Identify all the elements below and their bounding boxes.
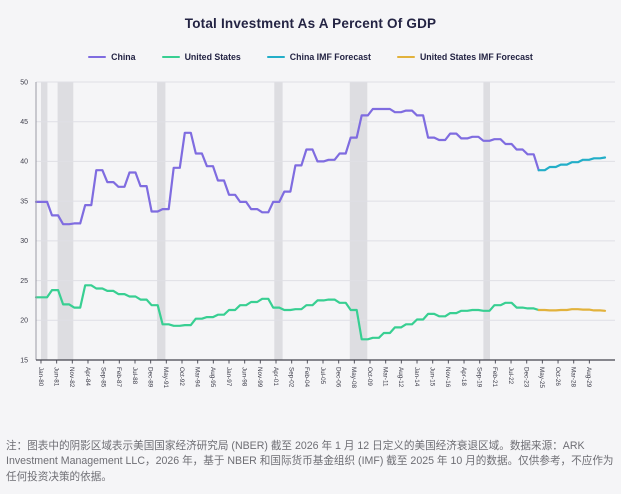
x-axis-tick-label: Aug-95: [209, 367, 216, 388]
x-axis-tick-label: Oct-09: [366, 367, 373, 386]
x-axis-tick-label: Oct-92: [178, 367, 185, 386]
recession-band: [274, 82, 283, 360]
x-axis-tick-label: Nov-16: [444, 367, 451, 388]
x-axis-tick-label: Apr-18: [460, 367, 467, 386]
x-axis-tick-label: Jul-05: [319, 367, 326, 385]
recession-band: [349, 82, 368, 360]
y-axis-tick-label: 40: [20, 159, 28, 166]
x-axis-tick-label: Dec-23: [523, 367, 530, 388]
china-imf-forecast-line-swatch: [266, 55, 285, 59]
x-axis-tick-label: Mar-28: [570, 367, 577, 387]
legend-item-united-states-imf-forecast: United States IMF Forecast: [396, 52, 533, 62]
recession-band: [157, 82, 166, 360]
x-axis-tick-label: Jul-88: [131, 367, 138, 385]
x-axis-tick-label: Sep-02: [288, 367, 295, 388]
x-axis-tick-label: Sep-19: [476, 367, 483, 388]
y-axis-tick-label: 30: [20, 238, 28, 245]
legend-label: United States IMF Forecast: [419, 52, 533, 62]
y-axis-tick-label: 45: [20, 119, 28, 126]
x-axis-tick-label: Nov-99: [256, 367, 263, 388]
chart-title: Total Investment As A Percent Of GDP: [184, 16, 437, 31]
x-axis-tick-label: Sep-85: [100, 367, 107, 388]
legend-label: China: [111, 52, 136, 62]
series-line-china: [34, 107, 540, 226]
x-axis-tick-label: Jan-80: [37, 367, 44, 387]
recession-band: [57, 82, 74, 360]
y-axis-tick-label: 20: [20, 318, 28, 325]
recession-band: [41, 82, 48, 360]
y-axis-tick-label: 35: [20, 198, 28, 205]
series-line-united-states: [34, 284, 540, 341]
x-axis-tick-label: Apr-84: [84, 367, 91, 386]
x-axis-tick-label: Oct-26: [554, 367, 561, 386]
x-axis-tick-label: Jun-81: [52, 367, 59, 387]
x-axis-tick-label: Aug-29: [585, 367, 592, 388]
x-axis-tick-label: Mar-11: [382, 367, 389, 387]
y-axis-tick-label: 50: [20, 79, 28, 86]
x-axis-tick-label: May-08: [350, 367, 357, 388]
x-axis-tick-label: Feb-04: [303, 367, 310, 387]
united-states-line-swatch: [161, 55, 180, 59]
y-axis-tick-label: 25: [20, 278, 28, 285]
x-axis-tick-label: Jul-22: [507, 367, 514, 385]
chart-svg: 15 20 25 30 35 40 45 50 Jan-80 Jun-81 Nov-82 Apr-84…: [20, 79, 615, 388]
chart-legend: China United States China IMF Forecast U…: [0, 52, 621, 62]
x-axis-tick-label: Jun-15: [429, 367, 436, 387]
china-line-swatch: [88, 55, 107, 59]
x-axis-tick-label: Jun-98: [241, 367, 248, 387]
x-axis-tick-label: Apr-01: [272, 367, 279, 386]
footnote-text: 注：图表中的阴影区域表示美国国家经济研究局 (NBER) 截至 2026 年 1…: [6, 439, 614, 483]
x-axis-tick-label: Dec-06: [335, 367, 342, 388]
x-axis-tick-label: Mar-94: [194, 367, 201, 387]
x-axis-tick-label: Jan-14: [413, 367, 420, 387]
legend-item-china: China: [88, 52, 136, 62]
x-axis-tick-label: May-25: [538, 367, 545, 388]
x-axis-tick-label: Dec-89: [147, 367, 154, 388]
legend-item-china-imf-forecast: China IMF Forecast: [266, 52, 371, 62]
legend-label: United States: [184, 52, 241, 62]
united-states-imf-forecast-line-swatch: [396, 55, 415, 59]
series-line-united-states-imf-forecast: [537, 308, 607, 312]
x-axis-tick-label: May-91: [162, 367, 169, 388]
x-axis-tick-label: Feb-21: [491, 367, 498, 387]
x-axis-tick-label: Aug-12: [397, 367, 404, 388]
x-axis-tick-label: Nov-82: [68, 367, 75, 388]
x-axis-tick-label: Jan-97: [225, 367, 232, 387]
y-axis-tick-label: 15: [20, 357, 28, 364]
legend-item-united-states: United States: [161, 52, 241, 62]
series-line-china-imf-forecast: [537, 156, 607, 172]
recession-band: [483, 82, 490, 360]
x-axis-tick-label: Feb-87: [115, 367, 122, 387]
legend-label: China IMF Forecast: [289, 52, 371, 62]
